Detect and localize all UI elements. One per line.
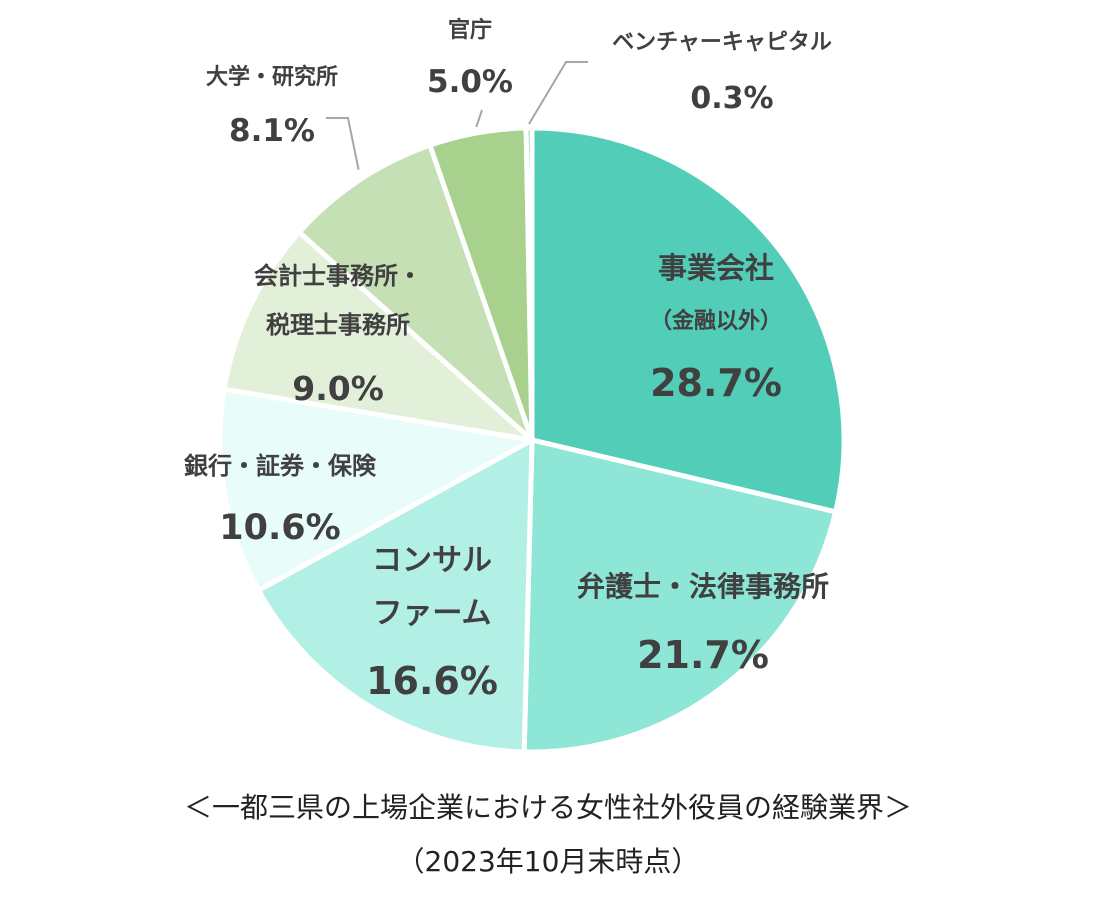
slice-value-government: 5.0% [427,64,513,100]
pie-slice-venture-capital [523,125,535,443]
leader-line-university [326,117,360,170]
slice-label-consulting: コンサル [372,543,492,578]
slice-label-law-firm: 弁護士・法律事務所 [577,570,829,603]
pie-slice-business-company [529,125,847,515]
slice-label-business-company: 事業会社 [658,251,774,285]
slice-sublabel-business-company: （金融以外） [650,308,782,334]
slice-value-accounting: 9.0% [292,369,384,408]
slice-labels: 事業会社 （金融以外） 28.7% 弁護士・法律事務所 21.7% コンサル フ… [184,17,832,703]
pie-slice-consulting [256,437,535,755]
slice-sublabel-accounting: 税理士事務所 [266,311,410,339]
slice-value-finance: 10.6% [219,508,340,548]
slice-label-government: 官庁 [448,17,492,43]
slice-value-venture-capital: 0.3% [690,81,773,116]
slice-value-consulting: 16.6% [366,659,498,703]
slice-value-university: 8.1% [229,113,315,149]
leader-line-venture-capital [528,61,588,125]
slice-value-business-company: 28.7% [650,361,782,405]
slice-value-law-firm: 21.7% [637,633,769,677]
pie-slice-accounting [221,229,535,443]
chart-title: ＜一都三県の上場企業における女性社外役員の経験業界＞ [184,791,912,824]
pie-slice-university [296,142,535,443]
pie-slice-finance [217,386,535,593]
slice-label-finance: 銀行・証券・保険 [184,452,377,480]
slice-label-university: 大学・研究所 [206,64,338,90]
slice-label-accounting: 会計士事務所・ [254,262,422,290]
leader-lines [326,61,588,170]
pie-slices [217,125,847,755]
slice-sublabel-consulting: ファーム [372,596,491,631]
slice-label-venture-capital: ベンチャーキャピタル [612,30,832,55]
pie-slice-law-firm [521,437,839,755]
chart-subtitle: （2023年10月末時点） [397,845,700,878]
leader-line-government [475,109,483,128]
